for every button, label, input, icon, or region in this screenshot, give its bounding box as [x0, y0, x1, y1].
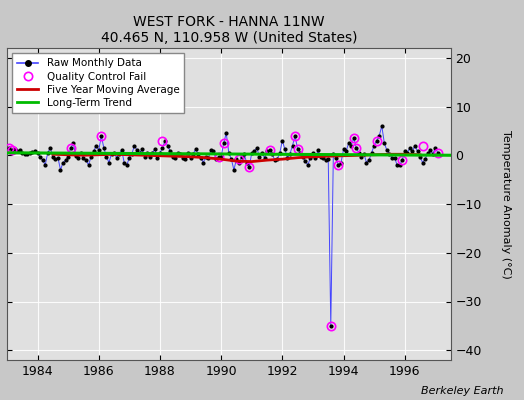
Legend: Raw Monthly Data, Quality Control Fail, Five Year Moving Average, Long-Term Tren: Raw Monthly Data, Quality Control Fail, … [12, 53, 184, 113]
Title: WEST FORK - HANNA 11NW
40.465 N, 110.958 W (United States): WEST FORK - HANNA 11NW 40.465 N, 110.958… [101, 15, 357, 46]
Y-axis label: Temperature Anomaly (°C): Temperature Anomaly (°C) [501, 130, 511, 278]
Text: Berkeley Earth: Berkeley Earth [421, 386, 503, 396]
